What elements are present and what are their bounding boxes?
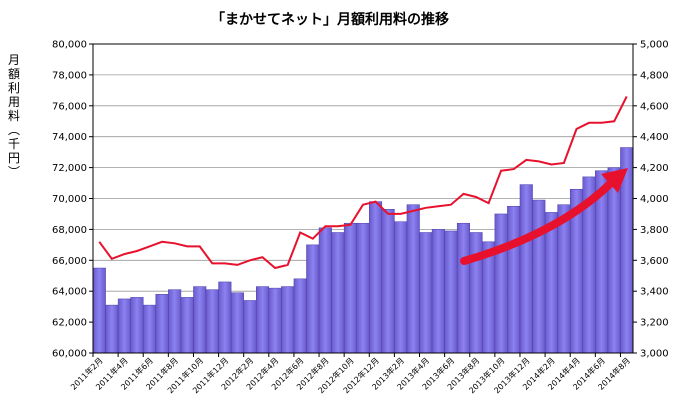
bar xyxy=(105,304,119,354)
bar xyxy=(607,167,621,354)
bar xyxy=(243,300,257,354)
y-right-tick-label: 4,200 xyxy=(640,163,669,174)
y-left-tick-label: 80,000 xyxy=(52,40,87,51)
bar xyxy=(193,286,207,354)
bar xyxy=(306,244,320,354)
bar xyxy=(218,281,232,354)
y-right-tick-label: 3,400 xyxy=(640,287,669,298)
bar xyxy=(544,212,558,354)
y-left-tick-label: 70,000 xyxy=(52,194,87,205)
y-axis-left: 60,000 62,000 64,000 66,000 68,000 70,000 72,0… xyxy=(52,40,93,360)
y-right-tick-label: 3,800 xyxy=(640,225,669,236)
y-left-tick-label: 74,000 xyxy=(52,132,87,143)
y-right-tick-label: 4,600 xyxy=(640,101,669,112)
bar xyxy=(180,297,194,354)
y-left-tick-label: 76,000 xyxy=(52,101,87,112)
bar xyxy=(130,297,144,354)
y-axis-label: 月額利用料︵千円︶ xyxy=(8,53,20,179)
y-right-tick-label: 4,400 xyxy=(640,132,669,143)
y-right-tick-label: 4,000 xyxy=(640,194,669,205)
y-left-tick-label: 60,000 xyxy=(52,349,87,360)
y-right-tick-label: 5,000 xyxy=(640,40,669,51)
bar xyxy=(155,294,169,354)
bar xyxy=(343,222,357,354)
y-left-tick-label: 72,000 xyxy=(52,163,87,174)
bar-series xyxy=(92,147,634,354)
bar xyxy=(256,286,270,354)
bar xyxy=(507,205,521,354)
line-series xyxy=(98,96,628,270)
y-left-tick-label: 68,000 xyxy=(52,225,87,236)
bar xyxy=(331,232,345,354)
bar xyxy=(268,287,282,354)
bar xyxy=(142,304,157,354)
chart-title: 「まかせてネット」月額利用料の推移 xyxy=(211,11,449,28)
bar xyxy=(369,201,383,354)
bar xyxy=(318,227,332,354)
bar xyxy=(419,232,433,354)
y-right-tick-label: 3,200 xyxy=(640,318,669,329)
y-right-tick-label: 3,000 xyxy=(640,349,669,360)
line-path xyxy=(98,96,628,270)
y-axis-right: 3,000 3,200 3,400 3,600 3,800 4,000 4,200 4,400… xyxy=(633,40,669,360)
y-left-tick-label: 64,000 xyxy=(52,287,87,298)
y-right-tick-label: 4,800 xyxy=(640,70,669,81)
bar xyxy=(431,229,445,354)
bar xyxy=(494,213,508,354)
bar xyxy=(381,209,395,354)
bar xyxy=(230,292,244,354)
y-right-tick-label: 3,600 xyxy=(640,256,669,267)
y-left-tick-label: 78,000 xyxy=(52,70,87,81)
bar xyxy=(356,222,370,354)
y-left-tick-label: 62,000 xyxy=(52,318,87,329)
x-axis: 2011年2月2011年4月2011年6月2011年8月2011年10月2011… xyxy=(68,353,632,395)
bar xyxy=(519,184,533,354)
bar xyxy=(557,204,571,354)
arrow-head xyxy=(601,168,628,193)
bar xyxy=(444,230,458,354)
grid xyxy=(93,74,633,323)
trend-arrow xyxy=(460,168,628,265)
bar xyxy=(469,232,483,354)
bar xyxy=(406,204,420,354)
arrow-shaft xyxy=(460,178,616,265)
bar xyxy=(168,289,182,354)
bar xyxy=(205,289,219,354)
bar xyxy=(456,222,470,354)
bar xyxy=(117,298,131,354)
bar xyxy=(532,199,546,354)
bar xyxy=(92,267,106,354)
bar xyxy=(281,286,295,354)
y-left-tick-label: 66,000 xyxy=(52,256,87,267)
bar xyxy=(293,278,307,354)
bar xyxy=(394,221,408,354)
